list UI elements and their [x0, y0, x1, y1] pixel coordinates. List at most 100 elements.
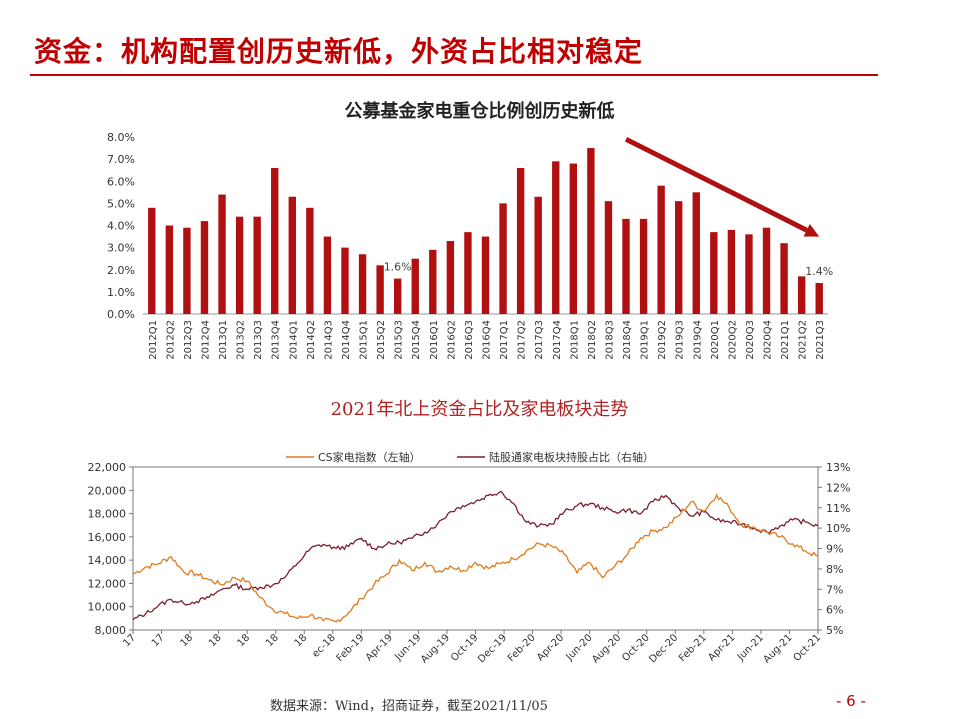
- bar: [604, 201, 613, 314]
- bar: [446, 240, 455, 314]
- x-tick-label: Apr-19: [364, 632, 395, 663]
- y-left-tick-label: 22,000: [88, 461, 127, 474]
- bar: [148, 207, 156, 314]
- bar: [534, 196, 542, 314]
- x-tick-label: 2013Q1: [218, 320, 229, 360]
- x-tick-label: Apr-20: [535, 632, 566, 663]
- y-left-tick-label: 14,000: [88, 554, 127, 567]
- bar: [165, 225, 174, 314]
- y-right-tick-label: 13%: [826, 461, 850, 474]
- x-tick-label: 18: [293, 632, 310, 649]
- bar: [745, 234, 753, 314]
- x-tick-label: 2014Q3: [323, 320, 334, 360]
- x-tick-label: Oct-20: [620, 632, 652, 664]
- x-tick-label: Feb-21: [677, 632, 709, 664]
- y-tick-label: 3.0%: [107, 242, 135, 255]
- y-right-tick-label: 11%: [826, 502, 850, 515]
- x-tick-label: Aug-19: [419, 632, 452, 665]
- x-tick-label: Dec-20: [647, 632, 680, 665]
- x-tick-label: 2015Q2: [376, 320, 387, 360]
- bar: [727, 229, 736, 314]
- x-tick-label: 2020Q3: [745, 320, 756, 360]
- x-tick-label: 2012Q3: [183, 320, 194, 360]
- x-tick-label: ec-18: [310, 632, 338, 660]
- x-tick-label: 2018Q4: [622, 320, 633, 360]
- series-line-share: [132, 490, 819, 621]
- bar: [253, 216, 261, 314]
- bar: [271, 167, 279, 314]
- bar: [587, 148, 595, 314]
- y-tick-label: 5.0%: [107, 197, 135, 210]
- x-tick-label: Aug-20: [590, 632, 623, 665]
- x-tick-label: 18: [236, 632, 253, 649]
- legend-label-share: 陆股通家电板块持股占比（右轴）: [489, 450, 654, 464]
- bar: [780, 243, 788, 314]
- bar: [306, 207, 314, 314]
- bar: [499, 203, 507, 314]
- x-tick-label: 18: [264, 632, 281, 649]
- y-right-tick-label: 6%: [826, 604, 843, 617]
- x-tick-label: 2014Q4: [341, 320, 352, 360]
- x-tick-label: 2020Q2: [727, 320, 738, 360]
- y-left-tick-label: 12,000: [88, 577, 127, 590]
- x-tick-label: 2018Q2: [587, 320, 598, 360]
- x-tick-label: 17: [150, 632, 167, 649]
- bar: [622, 218, 630, 314]
- x-tick-label: 2020Q4: [763, 320, 774, 360]
- y-tick-label: 1.0%: [107, 286, 135, 299]
- x-tick-label: 2019Q1: [640, 320, 651, 360]
- y-right-tick-label: 9%: [826, 543, 843, 556]
- x-tick-label: Oct-21: [792, 632, 824, 664]
- bar-chart: 0.0% 1.0% 2.0% 3.0% 4.0% 5.0% 6.0% 7.0% 8.0% 2012…: [107, 131, 833, 360]
- page-number: - 6 -: [836, 692, 866, 710]
- page-title: 资金：机构配置创历史新低，外资占比相对稳定: [34, 35, 644, 68]
- x-tick-label: Dec-19: [476, 632, 509, 665]
- x-tick-label: 2015Q3: [394, 320, 405, 360]
- y-left-tick-label: 16,000: [88, 531, 127, 544]
- x-tick-label: 2015Q4: [411, 320, 422, 360]
- bar: [358, 254, 367, 314]
- series-line-index: [132, 493, 819, 623]
- line-chart-title: 2021年北上资金占比及家电板块走势: [330, 399, 629, 420]
- bar: [797, 276, 806, 314]
- x-tick-label: 2017Q2: [517, 320, 528, 360]
- bar: [657, 185, 665, 314]
- x-tick-label: 2016Q1: [429, 320, 440, 360]
- y-right-tick-label: 5%: [826, 624, 843, 637]
- bar: [552, 161, 560, 314]
- line-chart: 8,000 10,000 12,000 14,000 16,000 18,000 20,00…: [88, 450, 851, 665]
- bar: [393, 278, 402, 314]
- title-divider: [30, 74, 878, 76]
- x-tick-label: 2021Q2: [798, 320, 809, 360]
- x-tick-label: 2019Q4: [692, 320, 703, 360]
- x-tick-label: 2016Q4: [482, 320, 493, 360]
- y-left-tick-label: 20,000: [88, 484, 127, 497]
- y-left-tick-label: 10,000: [88, 601, 127, 614]
- y-left-tick-label: 8,000: [95, 624, 127, 637]
- y-tick-label: 6.0%: [107, 175, 135, 188]
- y-tick-label: 4.0%: [107, 220, 135, 233]
- data-label: 1.4%: [805, 265, 833, 278]
- trend-arrow-head: [803, 224, 820, 237]
- x-tick-label: 2012Q1: [148, 320, 159, 360]
- bar: [341, 247, 349, 314]
- x-tick-label: 2018Q3: [604, 320, 615, 360]
- x-tick-label: 2015Q1: [359, 320, 370, 360]
- trend-arrow-line: [624, 136, 808, 233]
- x-tick-label: 2013Q4: [271, 320, 282, 360]
- x-tick-label: 2017Q4: [552, 320, 563, 360]
- bar: [429, 249, 437, 314]
- x-tick-label: 2012Q2: [165, 320, 176, 360]
- bar: [235, 216, 244, 314]
- x-tick-label: 2021Q1: [780, 320, 791, 360]
- x-tick-label: 2017Q1: [499, 320, 510, 360]
- bar: [516, 167, 525, 314]
- x-tick-label: 2019Q3: [675, 320, 686, 360]
- bar: [200, 221, 209, 314]
- x-tick-label: Apr-21: [706, 632, 737, 663]
- y-tick-label: 7.0%: [107, 153, 135, 166]
- bar: [464, 232, 472, 314]
- y-right-tick-label: 8%: [826, 563, 843, 576]
- x-tick-label: 2021Q3: [815, 320, 826, 360]
- x-tick-label: 2013Q2: [236, 320, 247, 360]
